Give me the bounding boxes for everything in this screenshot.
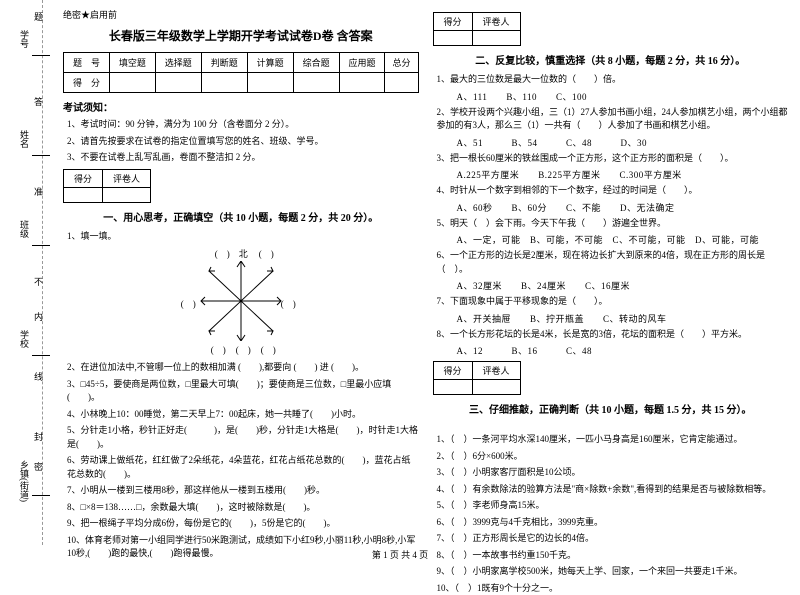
th: 判断题 [201,53,247,73]
seal-char: 线 [34,370,43,383]
blank-s: ( ) [236,343,251,356]
q3-5: 5、（ ）李老师身高15米。 [437,499,789,513]
blank-se: ( ) [261,343,276,356]
seal-char: 封 [34,430,43,443]
mh: 评卷人 [472,13,520,31]
blank-sw: ( ) [211,343,226,356]
label-class: 班级 [18,220,31,238]
th: 填空题 [109,53,155,73]
page-footer: 第 1 页 共 4 页 [0,548,800,561]
underline [32,245,50,246]
q1-1: 1、填一填。 [67,230,419,244]
q1-3: 3、□45÷5，要使商是两位数，□里最大可填( )；要使商是三位数，□里最小应填… [67,378,419,405]
q2-7: 7、下面现象中属于平移现象的是（ ）。 [437,295,789,309]
notice-item: 1、考试时间：90 分钟，满分为 100 分（含卷面分 2 分）。 [67,118,419,132]
grader-table: 得分评卷人 [433,361,521,395]
q3-3: 3、（ ）小明家客厅面积是10公顷。 [437,466,789,480]
o2-2: A、51 B、54 C、48 D、30 [457,136,789,149]
blank-ne: ( ) [259,247,274,260]
label-town: 乡镇(街道) [18,460,31,502]
seal-char: 答 [34,95,43,108]
section2-title: 二、反复比较，慎重选择（共 8 小题，每题 2 分，共 16 分）。 [433,52,789,67]
th: 题 号 [64,53,110,73]
main-content: 绝密★启用前 长春版三年级数学上学期开学考试试卷D卷 含答案 题 号 填空题 选… [55,0,800,545]
q1-5: 5、分针走1小格，秒针正好走( )，是( )秒，分针走1大格是( )，时针走1大… [67,424,419,451]
q1-7: 7、小明从一楼到三楼用8秒，那这样他从一楼到五楼用( )秒。 [67,484,419,498]
compass-diagram: ( ) 北 ( ) ( ) ( ) ( ) ( ) ( ) [181,247,301,357]
seal-char: 题 [34,10,43,23]
left-column: 绝密★启用前 长春版三年级数学上学期开学考试试卷D卷 含答案 题 号 填空题 选… [63,8,419,541]
grader-table: 得分评卷人 [433,12,521,46]
q1-2: 2、在进位加法中,不管哪一位上的数相加满 ( ),都要向 ( ) 进 ( )。 [67,361,419,375]
q2-1: 1、最大的三位数是最大一位数的（ ）倍。 [437,73,789,87]
blank-nw: ( ) [215,247,230,260]
q2-4: 4、时针从一个数字到相邻的下一个数字，经过的时间是（ ）。 [437,184,789,198]
right-column: 得分评卷人 二、反复比较，慎重选择（共 8 小题，每题 2 分，共 16 分）。… [433,8,789,541]
label-student-id: 学号 [18,30,31,48]
section1-title: 一、用心思考，正确填空（共 10 小题，每题 2 分，共 20 分）。 [63,209,419,224]
q1-6: 6、劳动课上做纸花，红红做了2朵纸花，4朵蓝花，红花占纸花总数的( )，蓝花占纸… [67,454,419,481]
section3-title: 三、仔细推敲，正确判断（共 10 小题，每题 1.5 分，共 15 分）。 [433,401,789,416]
q2-6: 6、一个正方形的边长是2厘米，现在将边长扩大到原来的4倍，现在正方形的周长是（ … [437,249,789,276]
o2-5: A、一定，可能 B、可能，不可能 C、不可能，可能 D、可能，可能 [457,233,789,246]
seal-char: 内 [34,310,43,323]
notice-heading: 考试须知： [63,99,419,114]
seal-char: 不 [34,275,43,288]
q3-4: 4、（ ）有余数除法的验算方法是"商×除数+余数",看得到的结果是否与被除数相等… [437,483,789,497]
o2-1: A、111 B、110 C、100 [457,90,789,103]
th: 综合题 [293,53,339,73]
q3-6: 6、（ ）3999克与4千克相比，3999克重。 [437,516,789,530]
score-table: 题 号 填空题 选择题 判断题 计算题 综合题 应用题 总分 得 分 [63,52,419,93]
o2-3: A.225平方厘米 B.225平方厘米 C.300平方厘米 [457,168,789,181]
seal-char: 密 [34,460,43,473]
o2-6: A、32厘米 B、24厘米 C、16厘米 [457,279,789,292]
notice-item: 2、请首先按要求在试卷的指定位置填写您的姓名、班级、学号。 [67,135,419,149]
q3-2: 2、（ ）6分×600米。 [437,450,789,464]
label-school: 学校 [18,330,31,348]
binding-margin: 学号 姓名 班级 学校 乡镇(街道) 题 答 准 不 内 线 封 密 [0,0,55,545]
q1-9: 9、把一根绳子平均分成6份，每份是它的( )，5份是它的( )。 [67,517,419,531]
q3-10: 10、（ ）1既有9个十分之一。 [437,582,789,595]
secret-label: 绝密★启用前 [63,8,419,21]
th: 总分 [385,53,418,73]
row-label: 得 分 [64,73,110,93]
q2-5: 5、明天（ ）会下雨。今天下午我（ ）游遍全世界。 [437,217,789,231]
th: 计算题 [247,53,293,73]
notice-item: 3、不要在试卷上乱写乱画，卷面不整洁扣 2 分。 [67,151,419,165]
q2-2: 2、学校开设两个兴趣小组，三（1）27人参加书画小组，24人参加棋艺小组，两个小… [437,106,789,133]
exam-title: 长春版三年级数学上学期开学考试试卷D卷 含答案 [63,27,419,44]
q3-7: 7、（ ）正方形周长是它的边长的4倍。 [437,532,789,546]
q2-8: 8、一个长方形花坛的长是4米，长是宽的3倍，花坛的面积是（ ）平方米。 [437,328,789,342]
q3-9: 9、（ ）小明家离学校500米，她每天上学、回家，一个来回一共要走1千米。 [437,565,789,579]
q3-1: 1、（ ）一条河平均水深140厘米，一匹小马身高是160厘米，它肯定能通过。 [437,433,789,447]
o2-4: A、60秒 B、60分 C、不能 D、无法确定 [457,201,789,214]
underline [32,355,50,356]
compass-star-icon [191,261,291,341]
mh: 得分 [433,13,472,31]
underline [32,55,50,56]
mh: 评卷人 [472,362,520,380]
q1-4: 4、小林晚上10：00睡觉，第二天早上7：00起床，她一共睡了( )小时。 [67,408,419,422]
seal-char: 准 [34,185,43,198]
th: 选择题 [155,53,201,73]
north-label: 北 [239,247,248,260]
underline [32,495,50,496]
mh: 得分 [433,362,472,380]
th: 应用题 [339,53,385,73]
mh: 评卷人 [103,169,151,187]
mh: 得分 [64,169,103,187]
grader-table: 得分评卷人 [63,169,151,203]
label-name: 姓名 [18,130,31,148]
q2-3: 3、把一根长60厘米的铁丝围成一个正方形，这个正方形的面积是（ ）。 [437,152,789,166]
o2-8: A、12 B、16 C、48 [457,344,789,357]
underline [32,155,50,156]
o2-7: A、开关抽屉 B、拧开瓶盖 C、转动的风车 [457,312,789,325]
q1-8: 8、□×8＝138……□，余数最大填( )，这时被除数是( )。 [67,501,419,515]
